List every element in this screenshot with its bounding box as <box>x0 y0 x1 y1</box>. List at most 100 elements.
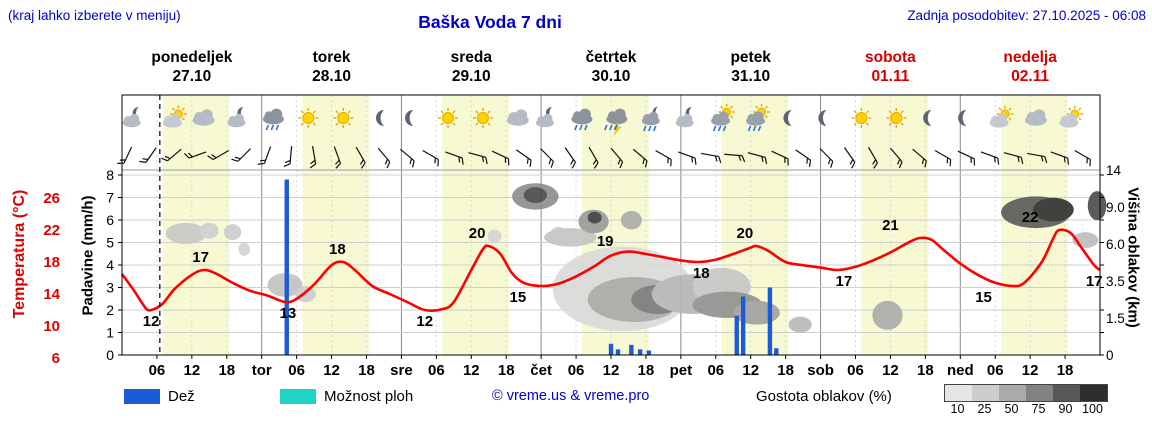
cloud-density-scale <box>944 384 1108 402</box>
day-date: 29.10 <box>451 68 491 85</box>
day-name: ponedeljek <box>151 49 233 66</box>
storm-icon <box>604 108 628 136</box>
svg-text:06: 06 <box>847 362 864 379</box>
svg-text:18: 18 <box>218 362 235 379</box>
svg-text:6: 6 <box>106 212 114 228</box>
svg-text:06: 06 <box>987 362 1004 379</box>
svg-text:12: 12 <box>882 362 899 379</box>
sun-icon <box>472 108 493 128</box>
moon-cloud-icon <box>227 107 246 128</box>
sun-icon <box>298 108 319 128</box>
rain-bars <box>284 179 779 355</box>
axis-ticks <box>118 174 1104 359</box>
svg-text:18: 18 <box>43 254 60 271</box>
day-header: sobota 01.11 <box>821 48 961 86</box>
svg-text:26: 26 <box>43 190 60 207</box>
day-date: 28.10 <box>312 68 351 85</box>
svg-text:sob: sob <box>807 362 834 379</box>
svg-text:12: 12 <box>463 362 480 379</box>
svg-text:06: 06 <box>568 362 585 379</box>
showers-legend-label: Možnost ploh <box>324 388 414 405</box>
svg-text:20: 20 <box>469 225 486 242</box>
moon-icon <box>818 110 827 126</box>
temperature-curve <box>120 228 1101 312</box>
svg-text:18: 18 <box>638 362 655 379</box>
moon-icon <box>958 110 967 126</box>
svg-text:18: 18 <box>917 362 934 379</box>
day-header: nedelja 02.11 <box>960 48 1100 86</box>
temperature-value-labels: 12 17 13 18 12 20 15 19 18 20 17 21 15 22 17 <box>143 209 1103 330</box>
svg-text:pet: pet <box>670 362 693 379</box>
rain-legend-label: Dež <box>168 388 195 405</box>
day-header: četrtek 30.10 <box>541 48 681 86</box>
moon-rain-icon <box>641 106 660 132</box>
svg-text:ned: ned <box>947 362 974 379</box>
day-name: nedelja <box>1003 49 1057 66</box>
sun-icon <box>851 108 872 128</box>
weather-icons <box>122 103 1084 136</box>
svg-text:2: 2 <box>106 302 114 318</box>
svg-text:12: 12 <box>184 362 201 379</box>
cloud-density-label: Gostota oblakov (%) <box>756 388 892 405</box>
svg-text:12: 12 <box>416 313 433 330</box>
day-name: sreda <box>450 49 492 66</box>
svg-text:22: 22 <box>43 222 60 239</box>
rain-icon <box>571 108 593 131</box>
svg-text:9.0: 9.0 <box>1106 200 1125 215</box>
svg-text:14: 14 <box>1106 163 1122 178</box>
svg-text:22: 22 <box>1022 209 1039 226</box>
sun-icon <box>438 108 458 128</box>
svg-text:06: 06 <box>707 362 724 379</box>
moon-icon <box>923 110 932 126</box>
svg-text:18: 18 <box>777 362 794 379</box>
sun-cloud-icon <box>162 105 187 128</box>
moon-icon <box>405 110 414 126</box>
svg-text:5: 5 <box>106 235 114 251</box>
moon-cloud-icon <box>675 107 694 128</box>
svg-text:3: 3 <box>106 280 114 296</box>
day-header: petek 31.10 <box>681 48 821 86</box>
cloud-icon <box>506 109 529 126</box>
svg-text:17: 17 <box>1086 273 1103 290</box>
wind-barbs <box>117 145 1091 169</box>
svg-text:sre: sre <box>390 362 413 379</box>
svg-text:12: 12 <box>742 362 759 379</box>
moon-cloud-icon <box>535 107 554 128</box>
svg-text:17: 17 <box>192 249 209 266</box>
day-date: 31.10 <box>731 68 771 85</box>
day-header: sreda 29.10 <box>401 48 541 86</box>
day-date: 02.11 <box>1011 68 1050 85</box>
copyright-link[interactable]: © vreme.us & vreme.pro <box>492 388 650 404</box>
rain-icon <box>262 108 284 131</box>
moon-icon <box>783 110 792 126</box>
svg-text:06: 06 <box>288 362 305 379</box>
day-date: 27.10 <box>172 68 212 85</box>
svg-text:12: 12 <box>603 362 620 379</box>
svg-text:06: 06 <box>149 362 166 379</box>
day-header: torek 28.10 <box>262 48 402 86</box>
day-name: sobota <box>865 49 916 66</box>
svg-text:10: 10 <box>43 318 60 335</box>
cloud-icon <box>192 109 215 126</box>
svg-text:20: 20 <box>737 225 754 242</box>
svg-text:1: 1 <box>106 325 114 341</box>
day-header: ponedeljek 27.10 <box>122 48 262 86</box>
svg-text:17: 17 <box>836 273 853 290</box>
svg-text:3.5: 3.5 <box>1106 274 1125 289</box>
svg-text:12: 12 <box>323 362 340 379</box>
svg-text:19: 19 <box>597 233 614 250</box>
svg-text:4: 4 <box>106 257 114 273</box>
svg-text:21: 21 <box>882 217 899 234</box>
svg-text:06: 06 <box>428 362 445 379</box>
svg-text:18: 18 <box>498 362 515 379</box>
moon-icon <box>375 110 384 126</box>
rain-legend-swatch <box>124 389 160 404</box>
day-date: 01.11 <box>871 68 910 85</box>
svg-text:18: 18 <box>1057 362 1074 379</box>
sun-icon <box>333 108 354 128</box>
sun-icon <box>886 108 907 128</box>
day-date: 30.10 <box>591 68 631 85</box>
svg-text:15: 15 <box>510 289 527 306</box>
